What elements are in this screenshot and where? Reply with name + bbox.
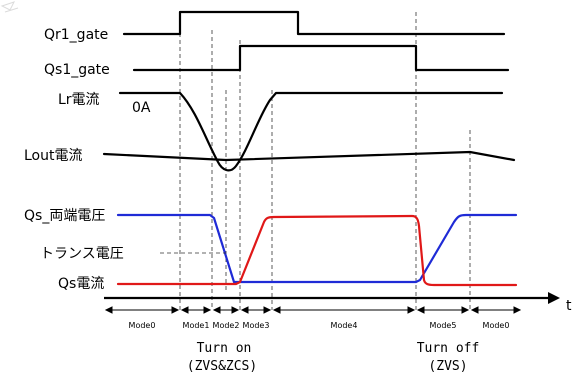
- lr-zero-label: 0A: [132, 100, 151, 116]
- transformer-voltage-label: トランス電圧: [40, 246, 124, 262]
- lout-current-waveform: Lout電流: [24, 148, 516, 164]
- turn-on-annotation: Turn on (ZVS&ZCS): [187, 341, 257, 374]
- qr1-gate-label: Qr1_gate: [44, 27, 108, 43]
- mode-boundary-guides: [179, 12, 471, 310]
- turn-on-condition: (ZVS&ZCS): [187, 359, 257, 374]
- mode-arrow-3: [240, 306, 272, 314]
- qs1-gate-label: Qs1_gate: [44, 62, 110, 78]
- turn-on-label: Turn on: [197, 341, 252, 356]
- mode-arrow-4: [272, 306, 416, 314]
- time-axis-arrowhead-icon: [548, 292, 560, 304]
- mode-label: Mode1: [183, 321, 210, 330]
- time-axis: t: [104, 292, 572, 314]
- qs-current-trace: [116, 214, 518, 287]
- qs-voltage-waveform: Qs_両端電圧: [24, 208, 518, 284]
- mode-arrow-6: [470, 306, 522, 314]
- qr1-gate-trace: [122, 10, 506, 36]
- mode-arrow-1: [180, 306, 212, 314]
- lr-current-waveform: Lr電流 0A: [58, 91, 504, 172]
- transformer-voltage-annotation: トランス電圧: [40, 246, 226, 262]
- mode-label: Mode4: [331, 321, 358, 330]
- turn-off-annotation: Turn off (ZVS): [417, 341, 480, 374]
- qs-voltage-trace: [116, 213, 518, 284]
- mode-interval-arrows: [104, 306, 522, 314]
- mode-label: Mode2: [213, 321, 240, 330]
- corner-logo-icon: [0, 1, 19, 13]
- lr-current-trace: [118, 91, 504, 172]
- mode-arrow-2: [212, 306, 240, 314]
- lr-current-label: Lr電流: [58, 92, 100, 108]
- lout-current-label: Lout電流: [24, 148, 82, 164]
- mode-label: Mode0: [129, 321, 156, 330]
- qs-current-label: Qs電流: [58, 276, 104, 292]
- lout-current-trace: [102, 150, 516, 162]
- turn-off-condition: (ZVS): [428, 359, 467, 374]
- turn-off-label: Turn off: [417, 341, 480, 356]
- qr1-gate-waveform: Qr1_gate: [44, 10, 506, 43]
- qs-voltage-label: Qs_両端電圧: [24, 208, 105, 224]
- mode-label: Mode5: [430, 321, 457, 330]
- mode-arrow-0: [104, 306, 180, 314]
- mode-label: Mode0: [483, 321, 510, 330]
- qs-current-waveform: Qs電流: [58, 214, 518, 292]
- mode-label: Mode3: [243, 321, 270, 330]
- mode-labels: Mode0 Mode1 Mode2 Mode3 Mode4 Mode5 Mode…: [129, 321, 510, 330]
- mode-arrow-5: [416, 306, 470, 314]
- qs1-gate-waveform: Qs1_gate: [44, 44, 510, 78]
- time-axis-label: t: [566, 298, 572, 314]
- qs1-gate-trace: [132, 44, 510, 72]
